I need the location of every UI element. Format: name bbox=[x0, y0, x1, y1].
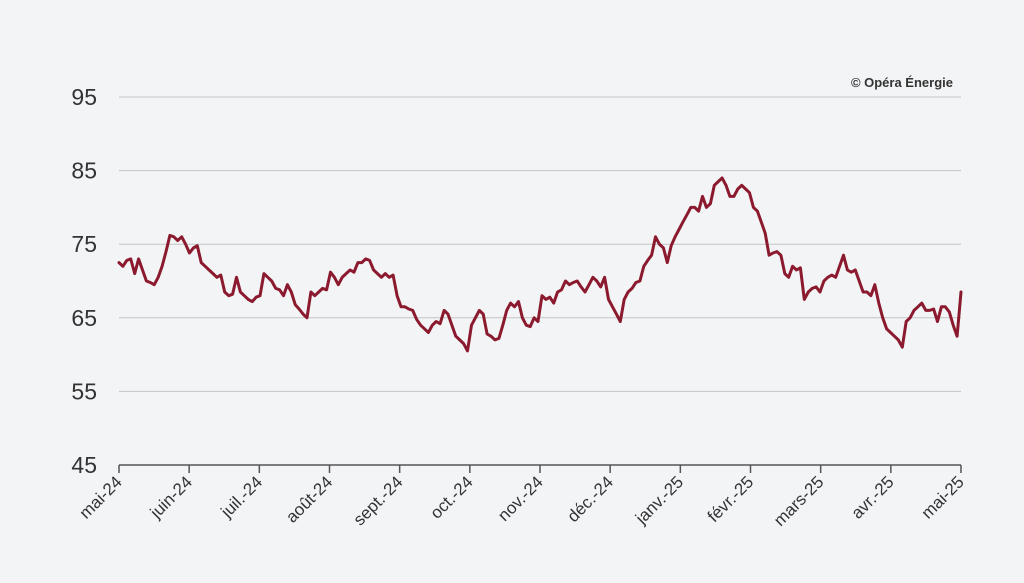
y-tick-label: 85 bbox=[71, 158, 97, 184]
x-axis-ticks: mai-24 juin-24 juil.-24 août-24 sept.-24 oct.… bbox=[76, 465, 968, 530]
x-tick-label: avr.-25 bbox=[847, 472, 897, 522]
x-tick-label: oct.-24 bbox=[426, 472, 476, 522]
y-tick-label: 55 bbox=[71, 378, 97, 404]
x-tick-label: janv.-25 bbox=[631, 472, 687, 528]
x-tick-label: juil.-24 bbox=[217, 472, 267, 522]
x-tick-label: févr.-25 bbox=[704, 472, 758, 526]
x-tick-label: juin-24 bbox=[146, 472, 196, 522]
y-tick-label: 65 bbox=[71, 305, 97, 331]
x-tick-label: mars-25 bbox=[770, 472, 828, 530]
x-tick-label: mai-25 bbox=[918, 472, 968, 522]
y-tick-label: 45 bbox=[71, 452, 97, 478]
gridlines bbox=[119, 96, 961, 392]
x-tick-label: mai-24 bbox=[76, 472, 126, 522]
x-tick-label: nov.-24 bbox=[494, 472, 547, 525]
y-axis-ticks: 45 55 65 75 85 95 bbox=[71, 84, 97, 478]
series-line bbox=[117, 176, 963, 353]
y-tick-label: 75 bbox=[71, 231, 97, 257]
y-tick-label: 95 bbox=[71, 84, 97, 110]
x-tick-label: août-24 bbox=[282, 472, 336, 526]
x-tick-label: sept.-24 bbox=[350, 472, 407, 529]
x-tick-label: déc.-24 bbox=[563, 472, 617, 526]
chart-credit: © Opéra Énergie bbox=[851, 75, 953, 90]
